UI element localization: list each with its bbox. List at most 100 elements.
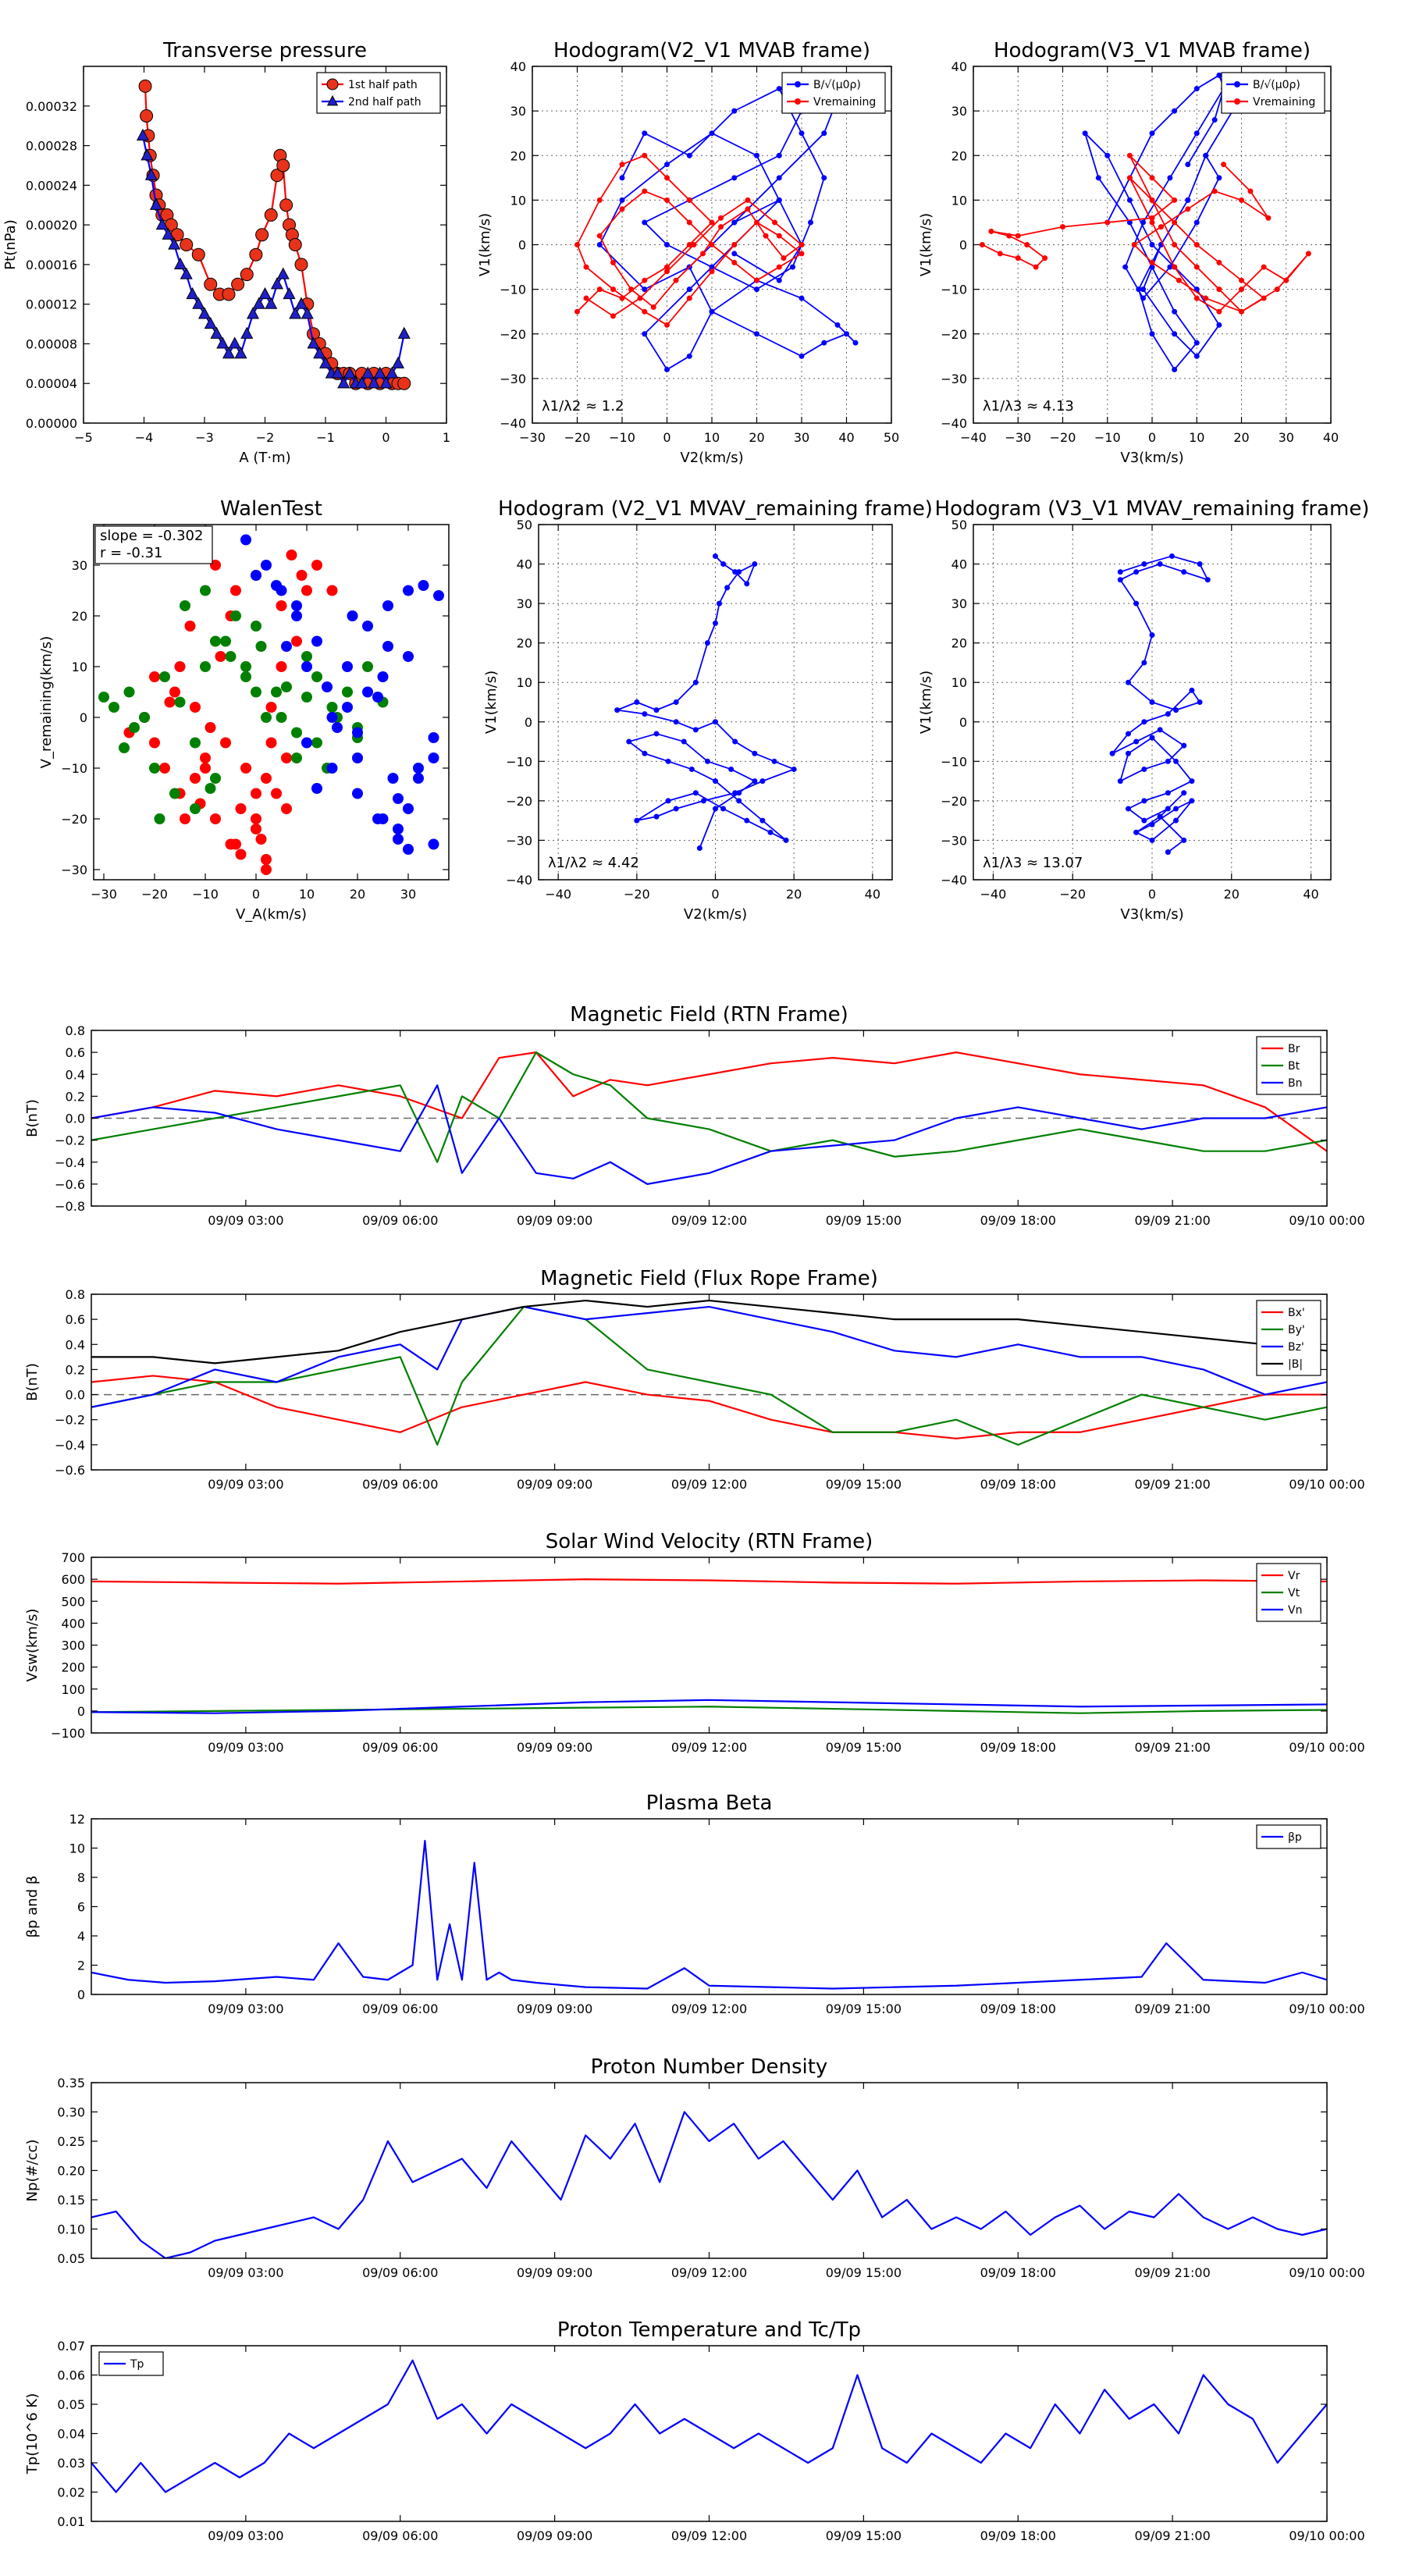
data-point	[664, 175, 670, 181]
data-point	[642, 331, 648, 337]
data-point	[1157, 727, 1163, 733]
y-tick-label: 10	[951, 675, 967, 690]
data-point	[596, 233, 603, 239]
legend-box	[1221, 72, 1325, 114]
data-point	[732, 569, 738, 575]
x-tick-label: 09/09 06:00	[362, 1740, 438, 1755]
data-point	[258, 286, 272, 300]
data-point	[988, 228, 994, 234]
annotation-line: r = -0.31	[100, 545, 163, 561]
annotation-text: λ1/λ2 ≈ 1.2	[542, 398, 624, 415]
x-tick-label: −30	[519, 430, 546, 445]
data-point	[1042, 255, 1048, 262]
data-point	[1197, 699, 1203, 705]
data-point	[294, 258, 308, 272]
y-tick-label: 0	[80, 710, 87, 725]
data-point	[1109, 750, 1115, 756]
y-tick-label: 0.00000	[26, 416, 77, 431]
x-tick-label: 09/09 03:00	[208, 1740, 283, 1755]
data-point	[799, 242, 805, 247]
data-point	[704, 758, 710, 764]
x-tick-label: −5	[74, 430, 93, 445]
chart-hodogram_v3v1_mvab: −40 −30 −20 −10 0 10 20 30 40 −40 −30 −20 −10 0 10 20 30…	[918, 39, 1339, 466]
data-point	[1149, 259, 1155, 265]
x-tick-label: −10	[1094, 430, 1121, 445]
x-tick-label: 0	[1148, 887, 1156, 902]
data-point	[1157, 561, 1163, 568]
data-point	[1193, 130, 1200, 137]
y-tick-label: −30	[941, 833, 967, 848]
data-point	[220, 635, 231, 647]
y-tick-label: 0.00028	[26, 139, 77, 154]
data-point	[197, 307, 212, 319]
series-line-Tp	[91, 2359, 1327, 2493]
data-point	[776, 152, 782, 158]
x-tick-label: −3	[195, 430, 214, 445]
y-tick-label: −10	[941, 283, 967, 297]
data-point	[1133, 600, 1140, 607]
legend: Br Bt Bn	[1256, 1036, 1321, 1095]
series-line-B/√(μ0ρ)	[1084, 74, 1233, 371]
data-point	[1131, 242, 1137, 247]
data-point	[692, 679, 699, 685]
data-point	[342, 661, 353, 672]
data-point	[301, 585, 312, 596]
data-point	[1140, 286, 1147, 293]
x-tick-label: 30	[1279, 430, 1294, 445]
data-point	[322, 681, 333, 692]
data-point	[210, 326, 223, 339]
data-point	[393, 793, 404, 804]
data-point	[276, 600, 287, 611]
data-point	[362, 686, 373, 698]
y-tick-label: 30	[951, 104, 967, 119]
data-point	[311, 737, 322, 749]
legend: Bx' By' Bz' |B|	[1256, 1300, 1321, 1376]
data-point	[149, 197, 163, 210]
data-point	[709, 219, 715, 226]
data-point	[264, 208, 278, 222]
data-point	[1126, 197, 1133, 203]
y-axis-label: V1(km/s)	[918, 671, 934, 734]
data-point	[596, 197, 603, 203]
data-point	[1216, 322, 1222, 328]
x-tick-label: −40	[980, 887, 1007, 902]
data-point	[686, 353, 692, 359]
data-point	[387, 773, 399, 784]
y-tick-label: 0.0	[66, 1388, 85, 1403]
data-point	[180, 813, 190, 824]
data-point	[311, 671, 322, 682]
legend-label: Vt	[1288, 1587, 1300, 1599]
data-point	[1172, 219, 1178, 226]
x-axis-label: V3(km/s)	[1120, 450, 1183, 466]
data-point	[1221, 162, 1227, 168]
data-point	[752, 750, 758, 756]
x-tick-label: −20	[1050, 430, 1076, 445]
y-tick-label: 8	[77, 1870, 85, 1885]
data-point	[614, 707, 621, 713]
data-point	[403, 585, 414, 596]
data-point	[276, 158, 290, 173]
x-tick-label: 09/09 09:00	[517, 2528, 592, 2543]
y-tick-label: 0.02	[57, 2485, 85, 2500]
data-point	[720, 806, 727, 812]
data-point	[834, 322, 841, 328]
data-point	[1006, 233, 1012, 239]
y-tick-label: 0.00024	[26, 178, 77, 193]
chart-title: Hodogram(V3_V1 MVAB frame)	[994, 39, 1311, 62]
legend: B/√(μ0ρ) Vremaining	[1221, 72, 1325, 114]
data-point	[619, 295, 625, 301]
data-point	[180, 267, 193, 279]
x-tick-label: 1	[443, 430, 450, 445]
plot-area	[574, 72, 859, 372]
plot-area	[979, 72, 1311, 372]
y-axis-label: V1(km/s)	[477, 213, 493, 276]
data-point	[1015, 233, 1021, 239]
data-point	[731, 175, 738, 181]
data-point	[379, 376, 393, 389]
y-tick-label: −10	[506, 754, 532, 769]
data-point	[731, 219, 738, 226]
data-point	[326, 585, 338, 596]
y-tick-label: 0.00032	[26, 99, 77, 114]
y-tick-label: −20	[500, 327, 526, 342]
data-point	[1167, 264, 1173, 270]
